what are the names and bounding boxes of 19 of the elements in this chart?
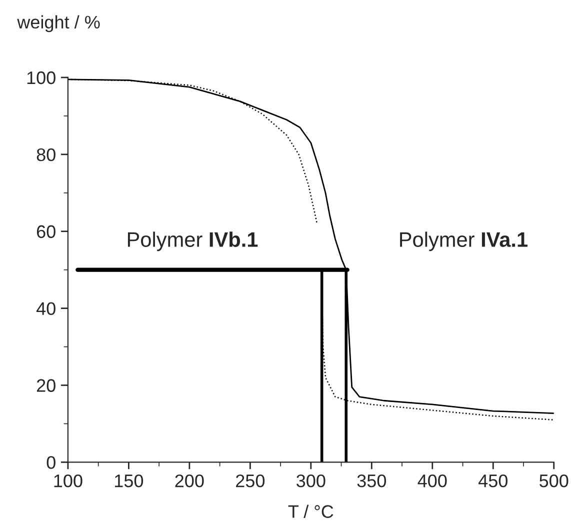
y-tick-label: 100 — [27, 71, 56, 84]
y-tick-label: 40 — [36, 302, 56, 316]
y-tick-label: 0 — [46, 456, 56, 469]
x-axis-title: T / °C — [288, 504, 334, 518]
x-tick-label: 350 — [357, 474, 386, 488]
x-tick-label: 150 — [115, 474, 144, 488]
x-tick-label: 200 — [175, 474, 204, 488]
x-tick-label: 300 — [296, 474, 326, 488]
annotation: Polymer IVb.1 — [128, 232, 258, 252]
annotation: Polymer IVa.1 — [400, 232, 528, 252]
y-axis-title: weight / % — [17, 15, 100, 32]
y-tick-label: 60 — [36, 225, 56, 238]
y-tick-label: 20 — [36, 379, 56, 392]
x-tick-label: 500 — [540, 474, 568, 488]
x-tick-label: 450 — [478, 474, 508, 488]
y-tick-label: 80 — [36, 148, 56, 162]
x-tick-label: 400 — [418, 474, 447, 488]
x-tick-label: 100 — [54, 474, 82, 488]
x-tick-label: 250 — [236, 474, 265, 488]
